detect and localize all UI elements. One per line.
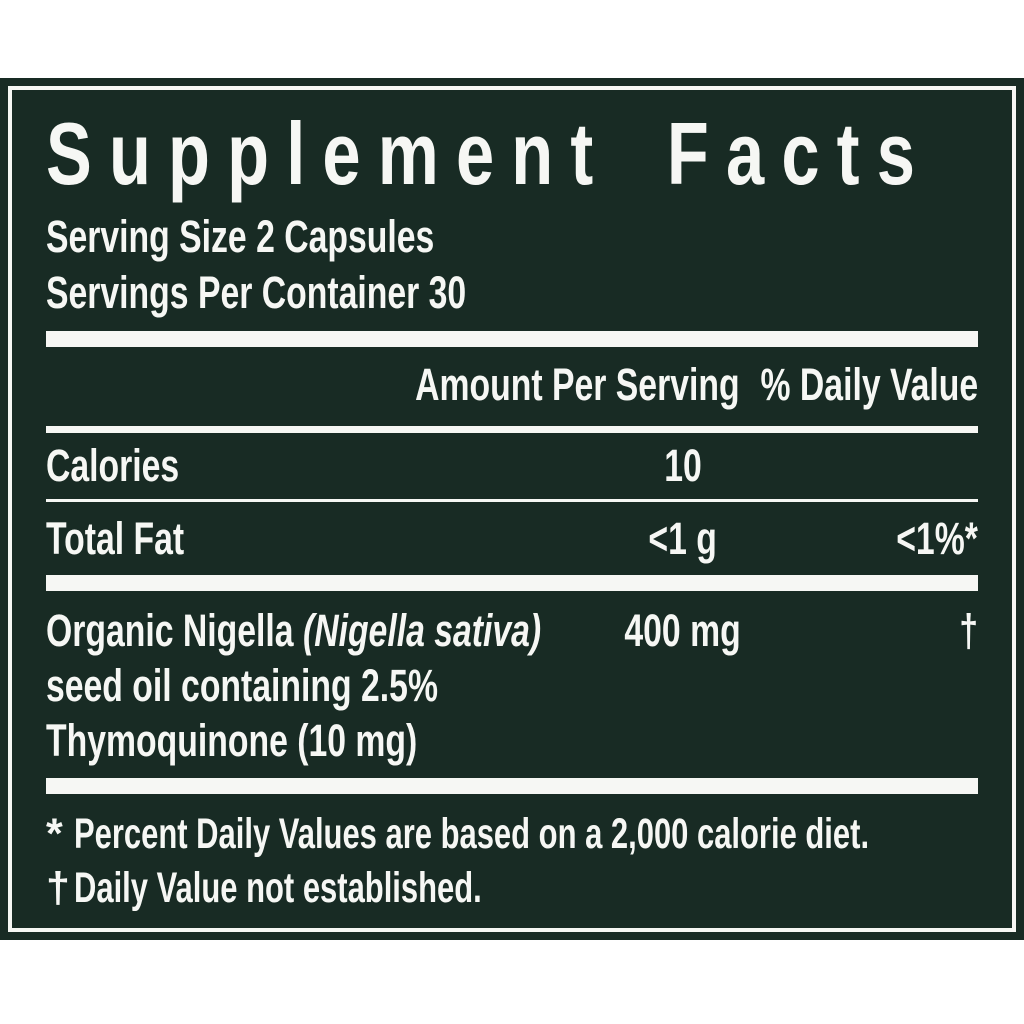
total-fat-amount-value: <1 g bbox=[648, 512, 718, 564]
nigella-dagger-symbol: † bbox=[959, 605, 978, 656]
calories-label: Calories bbox=[46, 440, 180, 491]
total-fat-name-cell: Total Fat bbox=[46, 513, 578, 565]
table-row-total-fat: Total Fat <1 g <1%* bbox=[46, 502, 978, 575]
table-row-nigella-seed-oil: Organic Nigella (Nigella sativa) seed oi… bbox=[46, 591, 978, 778]
calories-daily-value-cell bbox=[788, 440, 978, 492]
separator-line-calories bbox=[46, 499, 978, 502]
table-row-calories: Calories 10 bbox=[46, 433, 978, 499]
nigella-name-line-2: seed oil containing 2.5% bbox=[46, 660, 438, 711]
total-fat-amount-cell: <1 g bbox=[578, 513, 788, 565]
total-fat-daily-value: <1%* bbox=[896, 512, 978, 564]
total-fat-daily-value-cell: <1%* bbox=[788, 513, 978, 565]
dagger-symbol: † bbox=[46, 864, 70, 912]
column-header-row: Amount Per Serving % Daily Value bbox=[46, 347, 978, 426]
separator-bar-middle bbox=[46, 575, 978, 591]
servings-per-container-text: Servings Per Container 30 bbox=[46, 267, 467, 318]
nigella-name-normal: Organic Nigella bbox=[46, 605, 303, 656]
calories-amount-cell: 10 bbox=[578, 440, 788, 492]
total-fat-label: Total Fat bbox=[46, 512, 185, 564]
panel-title-text: Supplement Facts bbox=[46, 104, 933, 203]
footnote-percent-daily-values: * Percent Daily Values are based on a 2,… bbox=[46, 807, 978, 861]
calories-amount-value: 10 bbox=[664, 440, 702, 491]
footnote-daily-value-not-established: † Daily Value not established. bbox=[46, 861, 978, 915]
separator-bar-bottom bbox=[46, 778, 978, 794]
serving-size-line: Serving Size 2 Capsules bbox=[46, 209, 978, 265]
calories-name-cell: Calories bbox=[46, 440, 578, 492]
nigella-amount-cell: 400 mg bbox=[578, 603, 788, 658]
nigella-amount-value: 400 mg bbox=[624, 605, 742, 656]
separator-bar-top bbox=[46, 331, 978, 347]
supplement-facts-panel: Supplement Facts Serving Size 2 Capsules… bbox=[0, 78, 1024, 940]
nigella-name-line-3: Thymoquinone (10 mg) bbox=[46, 715, 418, 766]
daily-value-header: % Daily Value bbox=[760, 359, 978, 410]
footnote-daily-value-not-established-wrap: Daily Value not established. bbox=[74, 861, 640, 915]
footnote-percent-daily-values-wrap: Percent Daily Values are based on a 2,00… bbox=[74, 807, 1012, 861]
asterisk-symbol: * bbox=[46, 810, 63, 858]
separator-line-header bbox=[46, 426, 978, 433]
serving-size-text: Serving Size 2 Capsules bbox=[46, 211, 435, 262]
nigella-daily-value-cell: † bbox=[788, 603, 978, 658]
nigella-botanical-name-italic: (Nigella sativa) bbox=[302, 605, 542, 656]
nigella-name-cell: Organic Nigella (Nigella sativa) seed oi… bbox=[46, 603, 578, 768]
servings-per-container-line: Servings Per Container 30 bbox=[46, 265, 978, 321]
panel-title: Supplement Facts bbox=[46, 106, 978, 201]
panel-inner-border: Supplement Facts Serving Size 2 Capsules… bbox=[8, 86, 1016, 932]
nigella-name-line-1: Organic Nigella (Nigella sativa) bbox=[46, 603, 541, 658]
footnote-percent-daily-values-text: Percent Daily Values are based on a 2,00… bbox=[74, 810, 870, 858]
amount-per-serving-header: Amount Per Serving bbox=[415, 359, 740, 410]
footnote-daily-value-not-established-text: Daily Value not established. bbox=[74, 864, 482, 912]
